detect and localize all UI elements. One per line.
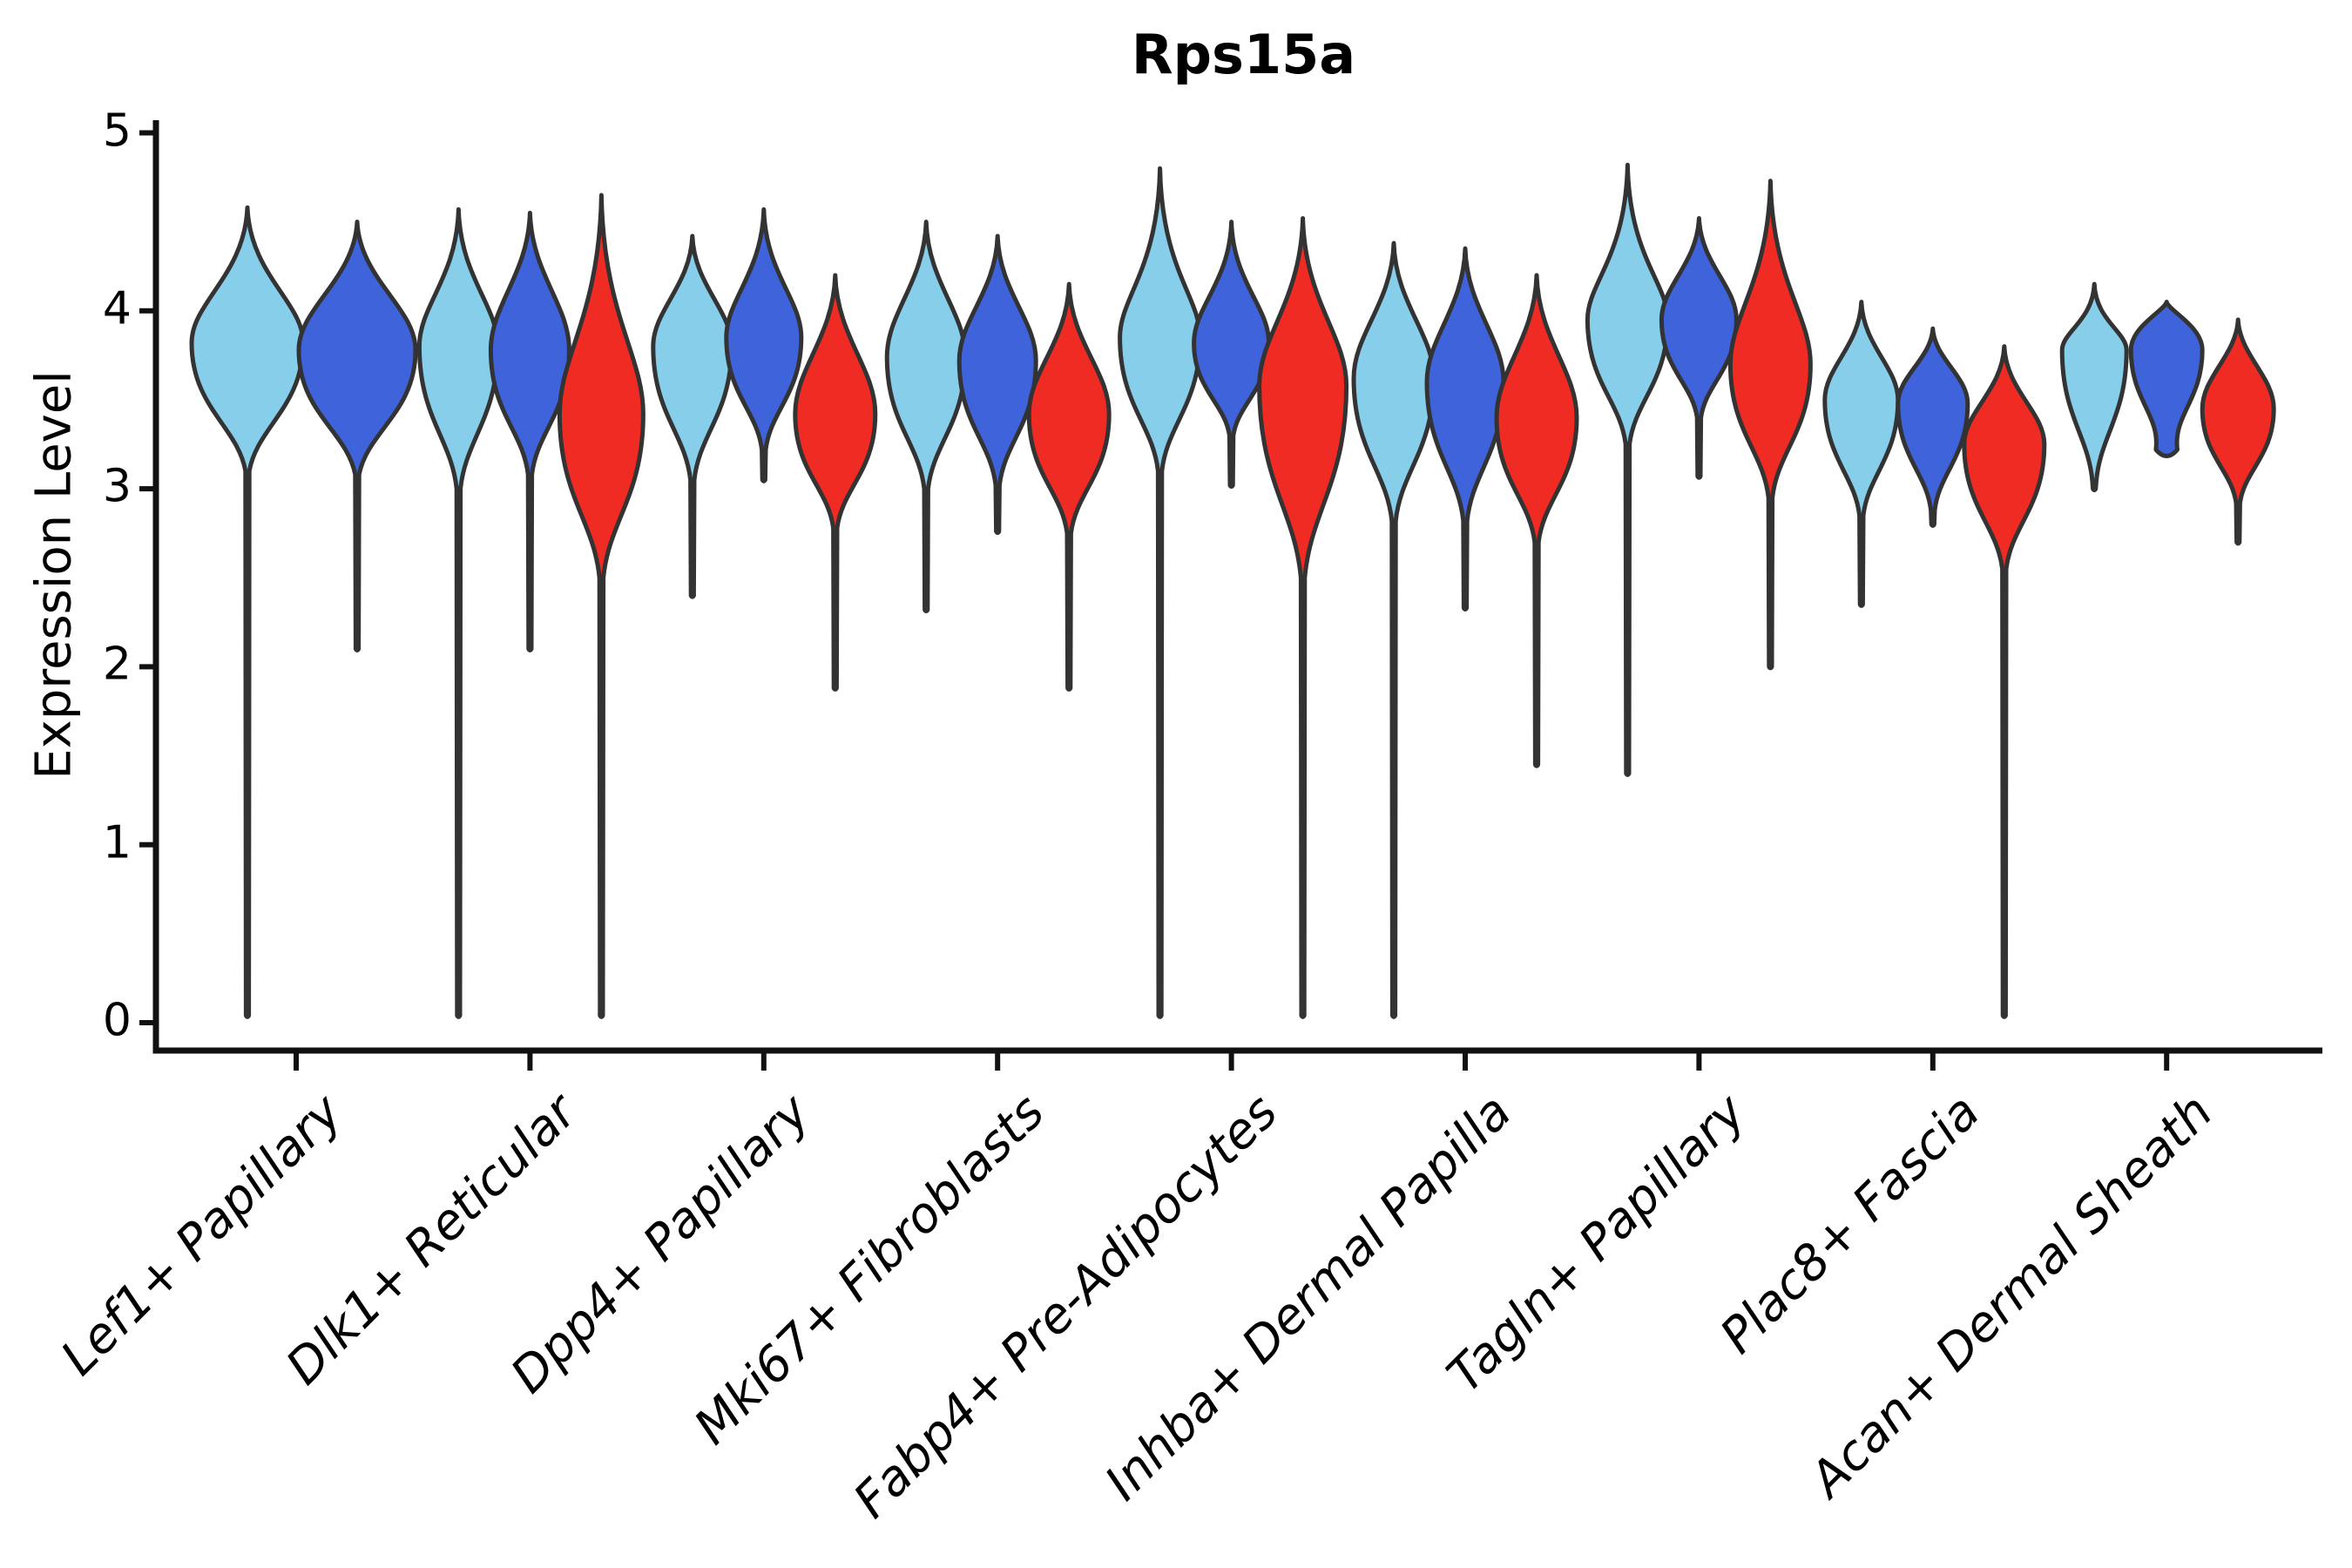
violin-plac8-fascia-royalblue bbox=[1896, 326, 1970, 528]
violin-dpp4-papillary-skyblue bbox=[651, 233, 734, 599]
violin-acan-dermal-sheath-skyblue bbox=[2059, 281, 2129, 493]
y-tick-label-0: 0 bbox=[102, 994, 132, 1047]
y-tick-label-2: 2 bbox=[102, 638, 132, 691]
violin-dpp4-papillary-red bbox=[793, 273, 878, 692]
y-tick-label-4: 4 bbox=[102, 282, 132, 335]
violin-fabp4-pre-adipocytes-royalblue bbox=[1192, 220, 1272, 489]
violin-dlk1-reticular-red bbox=[557, 193, 645, 1019]
violin-lef1-papillary-skyblue bbox=[189, 205, 306, 1019]
violin-dpp4-papillary-royalblue bbox=[724, 206, 804, 483]
violin-acan-dermal-sheath-royalblue bbox=[2128, 300, 2205, 459]
violin-fabp4-pre-adipocytes-skyblue bbox=[1118, 166, 1203, 1019]
violin-tagln-papillary-skyblue bbox=[1585, 162, 1670, 777]
violin-mki67-fibroblasts-royalblue bbox=[956, 233, 1038, 536]
violin-inhba-dermal-papilla-skyblue bbox=[1351, 240, 1436, 1019]
violin-dlk1-reticular-skyblue bbox=[416, 206, 500, 1019]
violin-lef1-papillary-royalblue bbox=[296, 220, 418, 652]
violin-acan-dermal-sheath-red bbox=[2200, 317, 2276, 546]
violin-mki67-fibroblasts-red bbox=[1026, 281, 1112, 692]
violin-plac8-fascia-skyblue bbox=[1822, 300, 1901, 608]
page-title: Rps15a bbox=[1131, 23, 1356, 86]
violin-inhba-dermal-papilla-royalblue bbox=[1424, 246, 1506, 612]
violin-inhba-dermal-papilla-red bbox=[1494, 273, 1579, 768]
y-tick-label-1: 1 bbox=[102, 816, 132, 869]
violin-fabp4-pre-adipocytes-red bbox=[1257, 216, 1349, 1019]
violin-plac8-fascia-red bbox=[1962, 344, 2047, 1019]
violin-mki67-fibroblasts-skyblue bbox=[884, 220, 968, 613]
y-tick-label-5: 5 bbox=[102, 105, 132, 158]
violin-dlk1-reticular-royalblue bbox=[488, 210, 571, 652]
y-tick-label-3: 3 bbox=[102, 460, 132, 513]
violin-tagln-papillary-red bbox=[1727, 179, 1813, 671]
violin-tagln-papillary-royalblue bbox=[1659, 216, 1739, 480]
